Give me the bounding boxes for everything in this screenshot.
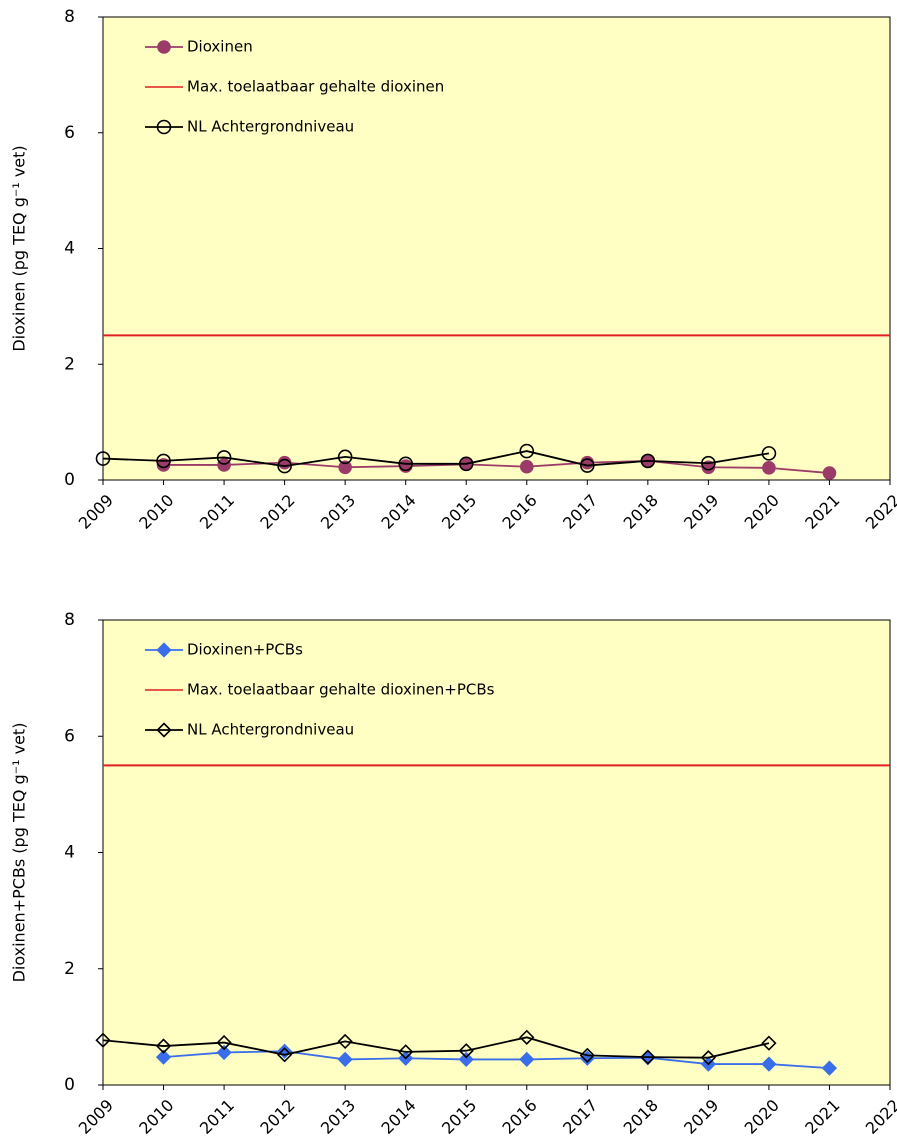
x-tick-label: 2018 [620, 1096, 662, 1138]
x-tick-label: 2010 [135, 491, 177, 533]
y-tick-label: 8 [64, 7, 75, 27]
x-tick-label: 2011 [196, 1096, 238, 1138]
marker [337, 1051, 353, 1068]
marker [277, 458, 292, 474]
marker [337, 449, 353, 465]
marker [761, 446, 777, 461]
x-tick-label: 2011 [196, 491, 238, 533]
marker [519, 443, 535, 459]
marker [700, 1050, 717, 1066]
marker [580, 458, 595, 473]
legend-label: NL Achtergrondniveau [187, 118, 354, 136]
y-tick-label: 4 [64, 843, 75, 863]
x-tick-label: 2009 [75, 1096, 117, 1138]
x-tick-label: 2012 [256, 491, 298, 533]
marker [156, 453, 171, 469]
x-tick-label: 2022 [862, 1096, 897, 1138]
x-tick-label: 2020 [741, 1096, 783, 1138]
marker [276, 1047, 293, 1063]
marker [762, 461, 776, 475]
y-tick-label: 0 [64, 1075, 75, 1095]
marker [458, 1051, 474, 1068]
marker [337, 1033, 353, 1050]
x-tick-label: 2019 [680, 491, 722, 533]
x-tick-label: 2017 [559, 1096, 601, 1138]
x-tick-label: 2014 [377, 1096, 419, 1138]
legend-label: NL Achtergrondniveau [187, 721, 354, 739]
plot-area [102, 619, 891, 1086]
marker [579, 1047, 595, 1063]
x-tick-label: 2013 [317, 491, 359, 533]
marker [640, 1049, 656, 1065]
series-line [163, 1050, 830, 1070]
marker [95, 451, 111, 466]
marker [701, 455, 716, 471]
legend-label: Dioxinen [187, 38, 253, 56]
y-tick-label: 2 [64, 959, 75, 979]
x-tick-label: 2014 [377, 491, 419, 533]
x-tick-label: 2018 [620, 491, 662, 533]
marker [398, 1044, 414, 1060]
legend-marker [157, 40, 171, 54]
marker [155, 1038, 172, 1054]
marker [640, 453, 656, 469]
x-tick-label: 2022 [862, 491, 897, 533]
marker [216, 1034, 232, 1051]
y-tick-label: 2 [64, 354, 75, 374]
y-tick-label: 0 [64, 470, 75, 490]
marker [217, 458, 231, 472]
x-tick-label: 2015 [438, 1096, 480, 1138]
x-tick-label: 2010 [135, 1096, 177, 1138]
x-tick-label: 2013 [317, 1096, 359, 1138]
marker [398, 456, 413, 472]
marker [822, 466, 837, 480]
marker [761, 1056, 777, 1072]
marker [821, 1060, 838, 1076]
marker [761, 1035, 777, 1051]
x-tick-label: 2020 [741, 491, 783, 533]
x-tick-label: 2017 [559, 491, 601, 533]
y-axis-label: Dioxinen+PCBs (pg TEQ g⁻¹ vet) [10, 723, 29, 983]
marker [458, 1043, 474, 1059]
marker [216, 450, 232, 465]
marker [338, 460, 352, 475]
marker [458, 456, 474, 472]
y-tick-label: 8 [64, 610, 75, 630]
legend-marker [156, 119, 172, 135]
legend-label: Max. toelaatbaar gehalte dioxinen [187, 78, 444, 96]
y-tick-label: 4 [64, 239, 75, 259]
x-tick-label: 2009 [75, 491, 117, 533]
marker [155, 1049, 172, 1065]
y-axis-label: Dioxinen (pg TEQ g⁻¹ vet) [10, 145, 29, 351]
y-tick-label: 6 [64, 726, 75, 746]
legend-marker [156, 722, 172, 738]
x-tick-label: 2016 [499, 1096, 541, 1138]
legend-marker [156, 642, 172, 658]
x-tick-label: 2021 [801, 491, 843, 533]
x-tick-label: 2015 [438, 491, 480, 533]
series-line [163, 459, 830, 474]
x-tick-label: 2021 [801, 1096, 843, 1138]
legend-label: Dioxinen+PCBs [187, 641, 303, 659]
x-tick-label: 2019 [680, 1096, 722, 1138]
x-tick-label: 2016 [499, 491, 541, 533]
marker [95, 1032, 111, 1048]
marker [519, 1051, 535, 1068]
series-line [102, 1036, 770, 1059]
plot-area [102, 16, 891, 481]
x-tick-label: 2012 [256, 1096, 298, 1138]
marker [519, 1029, 535, 1045]
y-tick-label: 6 [64, 123, 75, 143]
legend-label: Max. toelaatbaar gehalte dioxinen+PCBs [187, 681, 495, 699]
marker [216, 1044, 232, 1061]
marker [519, 459, 534, 474]
series-line [102, 450, 770, 468]
